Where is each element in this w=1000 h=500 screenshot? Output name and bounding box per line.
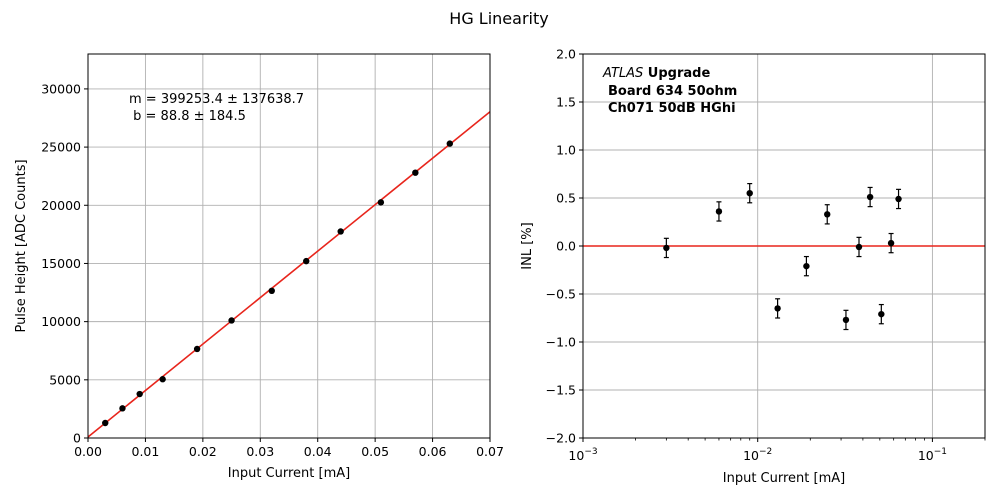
right-y-tick-label: 0.5 <box>556 191 576 206</box>
left-y-ticks: 0 5000 10000 15000 20000 25000 30000 <box>41 81 88 446</box>
right-panel: 10−3 10−2 10−1 −2.0 −1.5 −1.0 −0.5 0.0 0.5 1.0 1.… <box>520 47 986 486</box>
left-data-points <box>102 140 453 427</box>
right-y-tick-label: 0.0 <box>556 239 576 254</box>
inl-data-point <box>855 243 863 251</box>
right-x-ticks: 10−3 10−2 10−1 <box>568 438 986 463</box>
right-y-tick-label: −0.5 <box>546 287 576 302</box>
left-y-tick-label: 25000 <box>41 140 81 155</box>
fit-slope-annotation: m = 399253.4 ± 137638.7 <box>129 92 304 107</box>
left-axes-frame <box>87 53 491 439</box>
left-y-tick-label: 20000 <box>41 198 81 213</box>
right-y-tick-label: −1.5 <box>546 383 576 398</box>
atlas-label: ATLAS Upgrade <box>602 66 710 81</box>
left-fit-line-group <box>87 111 491 438</box>
left-x-ticks: 0.00 0.01 0.02 0.03 0.04 0.05 0.06 0.07 <box>74 438 504 459</box>
inl-data-point <box>866 193 874 201</box>
inl-data-point <box>774 305 781 312</box>
left-data-point <box>446 140 453 147</box>
right-y-axis-label: INL [%] <box>520 222 535 269</box>
left-y-tick-label: 5000 <box>49 372 81 387</box>
left-panel: 0.00 0.01 0.02 0.03 0.04 0.05 0.06 0.07 0 5000 10… <box>14 53 504 481</box>
left-y-tick-label: 15000 <box>41 256 81 271</box>
left-data-point <box>136 390 143 398</box>
left-data-point <box>412 169 419 176</box>
left-plot-area <box>88 54 490 438</box>
left-x-tick-label: 0.04 <box>304 444 332 459</box>
channel-label: Ch071 50dB HGhi <box>608 101 736 116</box>
left-y-tick-label: 30000 <box>41 81 81 96</box>
left-data-point <box>193 345 201 353</box>
right-y-tick-label: −1.0 <box>546 335 576 350</box>
right-x-tick-label: 10−2 <box>743 447 772 463</box>
left-x-tick-label: 0.05 <box>361 444 389 459</box>
inl-data-point <box>887 239 895 247</box>
right-y-ticks: −2.0 −1.5 −1.0 −0.5 0.0 0.5 1.0 1.5 2.0 <box>546 47 583 446</box>
left-y-axis-label: Pulse Height [ADC Counts] <box>14 159 29 332</box>
left-data-point <box>228 317 235 324</box>
right-data-points <box>663 183 902 331</box>
left-x-tick-label: 0.01 <box>132 444 160 459</box>
right-y-tick-label: 1.0 <box>556 143 576 158</box>
right-y-tick-label: −2.0 <box>546 431 576 446</box>
left-x-tick-label: 0.02 <box>189 444 217 459</box>
inl-data-point <box>895 195 902 203</box>
inl-data-point <box>842 316 850 324</box>
right-y-tick-label: 1.5 <box>556 95 576 110</box>
left-data-point <box>303 257 310 265</box>
inl-data-point <box>878 310 885 318</box>
left-x-axis-label: Input Current [mA] <box>228 466 350 481</box>
left-data-point <box>377 199 385 206</box>
fit-intercept-annotation: b = 88.8 ± 184.5 <box>129 109 246 124</box>
left-x-tick-label: 0.00 <box>74 444 102 459</box>
left-data-point <box>119 405 126 412</box>
right-y-tick-label: 2.0 <box>556 47 576 62</box>
figure-title: HG Linearity <box>449 9 548 28</box>
left-y-tick-label: 0 <box>73 431 81 446</box>
right-x-axis-label: Input Current [mA] <box>723 471 845 486</box>
left-data-point <box>268 287 275 294</box>
left-data-point <box>102 419 109 427</box>
left-x-tick-label: 0.06 <box>419 444 447 459</box>
left-y-tick-label: 10000 <box>41 314 81 329</box>
inl-data-point <box>824 211 831 218</box>
inl-data-point <box>746 190 753 197</box>
left-x-tick-label: 0.07 <box>476 444 504 459</box>
fit-line <box>87 111 491 438</box>
atlas-label-suffix: Upgrade <box>643 66 710 81</box>
left-data-point <box>337 228 344 235</box>
left-data-point <box>159 376 166 383</box>
board-label: Board 634 50ohm <box>608 84 737 99</box>
inl-data-point <box>803 262 810 270</box>
atlas-label-experiment: ATLAS <box>602 66 643 81</box>
inl-data-point <box>715 208 723 215</box>
right-x-tick-label: 10−1 <box>918 447 947 463</box>
right-x-tick-label: 10−3 <box>568 447 597 463</box>
inl-data-point <box>663 244 670 252</box>
left-x-tick-label: 0.03 <box>246 444 274 459</box>
